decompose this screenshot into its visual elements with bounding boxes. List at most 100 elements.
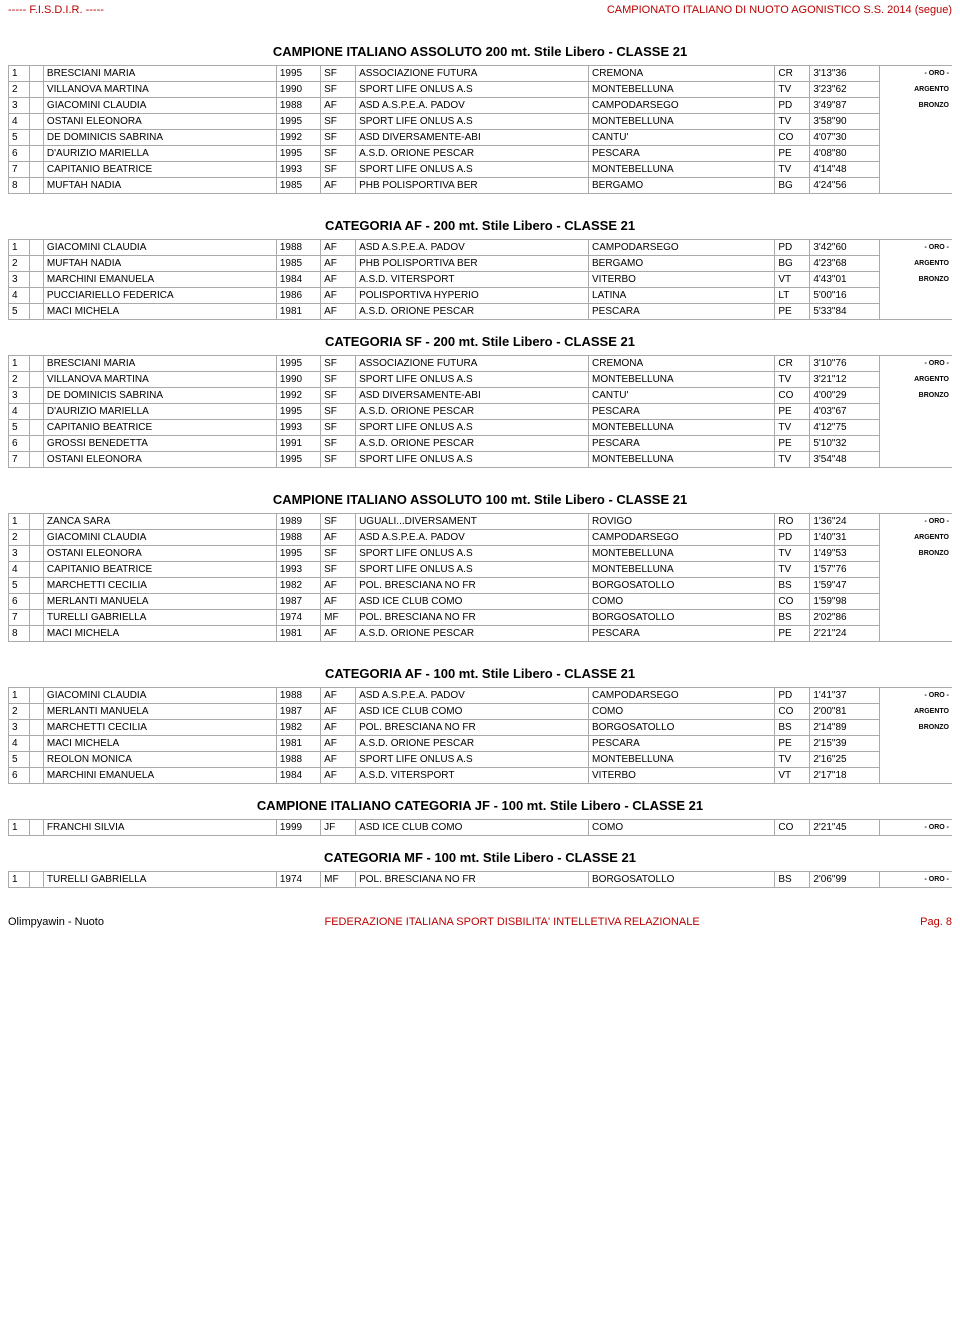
cell: SF <box>321 452 356 468</box>
cell <box>29 768 43 784</box>
cell: PESCARA <box>589 404 775 420</box>
cell: SPORT LIFE ONLUS A.S <box>356 546 589 562</box>
cell: MUFTAH NADIA <box>43 256 276 272</box>
cell: 4'00"29 <box>810 388 880 404</box>
cell: CAPITANIO BEATRICE <box>43 162 276 178</box>
cell: MARCHINI EMANUELA <box>43 768 276 784</box>
cell: SF <box>321 82 356 98</box>
cell: PE <box>775 304 810 320</box>
cell <box>29 130 43 146</box>
cell: 2'17"18 <box>810 768 880 784</box>
cell: SF <box>321 130 356 146</box>
cell: 1'40"31 <box>810 530 880 546</box>
cell: 3'10"76 <box>810 356 880 372</box>
cell: 2 <box>9 704 30 720</box>
medal-cell <box>880 594 952 610</box>
cell <box>29 162 43 178</box>
cell: TV <box>775 546 810 562</box>
cell <box>29 546 43 562</box>
cell: 1 <box>9 66 30 82</box>
cell <box>29 452 43 468</box>
medal-cell: ARGENTO <box>880 372 952 388</box>
cell: POL. BRESCIANA NO FR <box>356 720 589 736</box>
table-row: 4PUCCIARIELLO FEDERICA1986AFPOLISPORTIVA… <box>9 288 953 304</box>
cell: SPORT LIFE ONLUS A.S <box>356 162 589 178</box>
cell: MUFTAH NADIA <box>43 178 276 194</box>
cell: BERGAMO <box>589 256 775 272</box>
table-row: 1FRANCHI SILVIA1999JFASD ICE CLUB COMOCO… <box>9 820 953 836</box>
cell: 7 <box>9 162 30 178</box>
cell: 2 <box>9 82 30 98</box>
cell: 1'36"24 <box>810 514 880 530</box>
results-table: 1FRANCHI SILVIA1999JFASD ICE CLUB COMOCO… <box>8 819 952 836</box>
cell: 5 <box>9 304 30 320</box>
cell: A.S.D. ORIONE PESCAR <box>356 736 589 752</box>
cell: 2'06"99 <box>810 872 880 888</box>
medal-cell <box>880 610 952 626</box>
cell: 8 <box>9 626 30 642</box>
cell: PD <box>775 98 810 114</box>
cell: BERGAMO <box>589 178 775 194</box>
cell: MACI MICHELA <box>43 736 276 752</box>
medal-cell <box>880 768 952 784</box>
cell: CO <box>775 388 810 404</box>
table-row: 6MERLANTI MANUELA1987AFASD ICE CLUB COMO… <box>9 594 953 610</box>
cell: MONTEBELLUNA <box>589 420 775 436</box>
medal-cell: BRONZO <box>880 720 952 736</box>
cell: A.S.D. ORIONE PESCAR <box>356 404 589 420</box>
table-row: 1BRESCIANI MARIA1995SFASSOCIAZIONE FUTUR… <box>9 66 953 82</box>
cell: CO <box>775 820 810 836</box>
cell: 4 <box>9 736 30 752</box>
cell: SF <box>321 562 356 578</box>
cell: COMO <box>589 820 775 836</box>
cell: POL. BRESCIANA NO FR <box>356 610 589 626</box>
cell: 1989 <box>276 514 320 530</box>
cell: 1987 <box>276 594 320 610</box>
medal-cell <box>880 178 952 194</box>
cell: AF <box>321 272 356 288</box>
cell: 1992 <box>276 388 320 404</box>
cell: 5 <box>9 420 30 436</box>
cell: ASD A.S.P.E.A. PADOV <box>356 98 589 114</box>
cell <box>29 178 43 194</box>
cell: CAMPODARSEGO <box>589 688 775 704</box>
cell: GIACOMINI CLAUDIA <box>43 98 276 114</box>
cell: AF <box>321 720 356 736</box>
table-row: 8MACI MICHELA1981AFA.S.D. ORIONE PESCARP… <box>9 626 953 642</box>
cell: SF <box>321 162 356 178</box>
cell: SF <box>321 388 356 404</box>
cell: 1995 <box>276 546 320 562</box>
footer-right: Pag. 8 <box>920 916 952 928</box>
table-row: 2VILLANOVA MARTINA1990SFSPORT LIFE ONLUS… <box>9 372 953 388</box>
cell: POLISPORTIVA HYPERIO <box>356 288 589 304</box>
section-title: CAMPIONE ITALIANO CATEGORIA JF - 100 mt.… <box>0 798 960 813</box>
table-row: 1GIACOMINI CLAUDIA1988AFASD A.S.P.E.A. P… <box>9 240 953 256</box>
cell: PE <box>775 436 810 452</box>
cell: 6 <box>9 594 30 610</box>
cell <box>29 98 43 114</box>
section-title: CAMPIONE ITALIANO ASSOLUTO 100 mt. Stile… <box>0 492 960 507</box>
table-row: 2MUFTAH NADIA1985AFPHB POLISPORTIVA BERB… <box>9 256 953 272</box>
cell: MARCHETTI CECILIA <box>43 578 276 594</box>
cell: SPORT LIFE ONLUS A.S <box>356 114 589 130</box>
cell: OSTANI ELEONORA <box>43 452 276 468</box>
cell: 1 <box>9 872 30 888</box>
cell: AF <box>321 98 356 114</box>
cell: 3'58"90 <box>810 114 880 130</box>
cell: ASD A.S.P.E.A. PADOV <box>356 240 589 256</box>
cell: 1 <box>9 514 30 530</box>
medal-cell: ARGENTO <box>880 82 952 98</box>
table-row: 5CAPITANIO BEATRICE1993SFSPORT LIFE ONLU… <box>9 420 953 436</box>
cell: CR <box>775 356 810 372</box>
cell: 3'21"12 <box>810 372 880 388</box>
table-row: 5REOLON MONICA1988AFSPORT LIFE ONLUS A.S… <box>9 752 953 768</box>
cell: 4'08"80 <box>810 146 880 162</box>
cell: 3'13"36 <box>810 66 880 82</box>
header-right: CAMPIONATO ITALIANO DI NUOTO AGONISTICO … <box>607 4 952 16</box>
results-table: 1TURELLI GABRIELLA1974MFPOL. BRESCIANA N… <box>8 871 952 888</box>
cell <box>29 436 43 452</box>
cell: BG <box>775 256 810 272</box>
section-title: CATEGORIA AF - 200 mt. Stile Libero - CL… <box>0 218 960 233</box>
cell: 1'49"53 <box>810 546 880 562</box>
table-row: 1GIACOMINI CLAUDIA1988AFASD A.S.P.E.A. P… <box>9 688 953 704</box>
